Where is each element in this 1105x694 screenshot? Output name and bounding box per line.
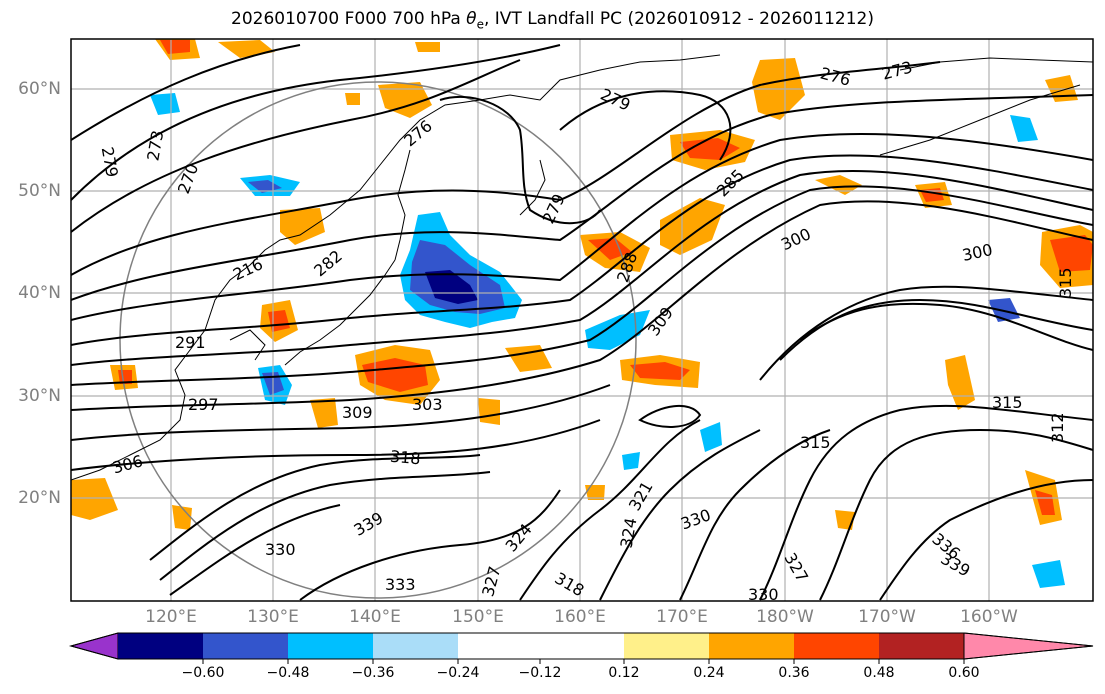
negative-anomaly-blob bbox=[425, 270, 478, 304]
contour-label: 297 bbox=[188, 395, 219, 414]
lat-label-20n: 20°N bbox=[18, 488, 61, 508]
colorbar-bin-zero bbox=[458, 633, 624, 659]
colorbar-tick-label: 0.36 bbox=[778, 665, 810, 681]
colorbar-tick-label: 0.48 bbox=[863, 665, 895, 681]
map-frame bbox=[70, 38, 1094, 602]
lon-label-180w: 180°W bbox=[756, 607, 814, 627]
colorbar-tick-label: 0.12 bbox=[608, 665, 640, 681]
positive-anomaly-blob bbox=[71, 478, 118, 520]
colorbar-tick-label: 0.60 bbox=[948, 665, 980, 681]
colorbar-bin-p048 bbox=[879, 633, 964, 659]
colorbar bbox=[69, 632, 1094, 664]
positive-anomaly-blob bbox=[415, 42, 440, 52]
lat-label-60n: 60°N bbox=[18, 79, 61, 99]
contour-label: 315 bbox=[992, 393, 1023, 412]
positive-anomaly-blob bbox=[172, 505, 192, 530]
negative-anomaly-blob bbox=[622, 452, 640, 470]
graticule bbox=[71, 39, 1093, 601]
positive-anomaly-blob bbox=[160, 40, 190, 54]
positive-anomaly-blob bbox=[478, 398, 500, 425]
theta-e-contours bbox=[71, 44, 1093, 601]
negative-anomaly-blob bbox=[1032, 560, 1065, 588]
colorbar-tick-label: −0.36 bbox=[351, 665, 395, 681]
colorbar-bin-n036 bbox=[288, 633, 373, 659]
positive-anomaly-blob bbox=[280, 208, 325, 245]
colorbar-bin-n060 bbox=[118, 633, 203, 659]
lon-label-170w: 170°W bbox=[858, 607, 916, 627]
contour-label: 312 bbox=[1048, 412, 1067, 443]
lat-label-40n: 40°N bbox=[18, 283, 61, 303]
positive-anomaly-blob bbox=[815, 175, 862, 195]
contour-label: 291 bbox=[175, 333, 206, 352]
lon-label-120e: 120°E bbox=[145, 607, 197, 627]
lat-label-30n: 30°N bbox=[18, 386, 61, 406]
contour-label: 303 bbox=[412, 395, 443, 414]
contour-label: 330 bbox=[748, 585, 779, 604]
lon-label-170e: 170°E bbox=[656, 607, 708, 627]
positive-anomaly-blob bbox=[680, 138, 740, 160]
positive-anomaly-blob bbox=[1035, 490, 1055, 515]
lon-label-140e: 140°E bbox=[349, 607, 401, 627]
positive-anomaly-blob bbox=[585, 485, 605, 500]
colorbar-bin-p012 bbox=[624, 633, 709, 659]
positive-anomaly-blob bbox=[1050, 235, 1093, 272]
contour-label: 309 bbox=[342, 403, 373, 422]
lat-label-50n: 50°N bbox=[18, 181, 61, 201]
colorbar-outline bbox=[69, 632, 1094, 660]
contour-label: 330 bbox=[265, 540, 296, 559]
positive-anomaly-blob bbox=[345, 93, 360, 105]
map-background bbox=[71, 39, 1093, 601]
colorbar-tick-label: 0.24 bbox=[693, 665, 725, 681]
colorbar-over-arrow bbox=[963, 632, 1094, 660]
colorbar-tick-label: −0.24 bbox=[436, 665, 480, 681]
colorbar-tick-label: −0.60 bbox=[181, 665, 225, 681]
positive-anomaly-blob bbox=[630, 362, 690, 380]
coastlines bbox=[71, 54, 1093, 481]
positive-anomaly-blob bbox=[660, 198, 725, 255]
lon-label-160w: 160°W bbox=[960, 607, 1018, 627]
negative-anomaly-blob bbox=[150, 93, 180, 115]
contour-label: 318 bbox=[389, 447, 421, 469]
colorbar-tick-label: −0.48 bbox=[266, 665, 310, 681]
contour-label: 315 bbox=[1056, 267, 1075, 298]
negative-anomaly-blob bbox=[1010, 115, 1038, 142]
negative-anomaly-blob bbox=[700, 422, 722, 452]
lon-label-150e: 150°E bbox=[452, 607, 504, 627]
figure-title: 2026010700 F000 700 hPa θe, IVT Landfall… bbox=[231, 9, 874, 32]
negative-anomaly-blob bbox=[585, 310, 650, 350]
colorbar-bin-p024 bbox=[709, 633, 794, 659]
positive-anomaly-blob bbox=[505, 345, 552, 372]
distance-circle bbox=[119, 81, 637, 599]
contour-label: 315 bbox=[800, 433, 831, 452]
colorbar-bin-n024 bbox=[373, 633, 458, 659]
positive-anomaly-blob bbox=[310, 398, 338, 428]
lon-label-130e: 130°E bbox=[247, 607, 299, 627]
lon-label-160e: 160°E bbox=[554, 607, 606, 627]
positive-anomaly-blob bbox=[378, 82, 432, 118]
colorbar-under-arrow bbox=[69, 632, 119, 660]
colorbar-tick-label: −0.12 bbox=[518, 665, 562, 681]
colorbar-bin-n048 bbox=[203, 633, 288, 659]
colorbar-bin-p036 bbox=[794, 633, 879, 659]
contour-label: 333 bbox=[385, 575, 416, 594]
anomaly-shading bbox=[71, 39, 1093, 588]
